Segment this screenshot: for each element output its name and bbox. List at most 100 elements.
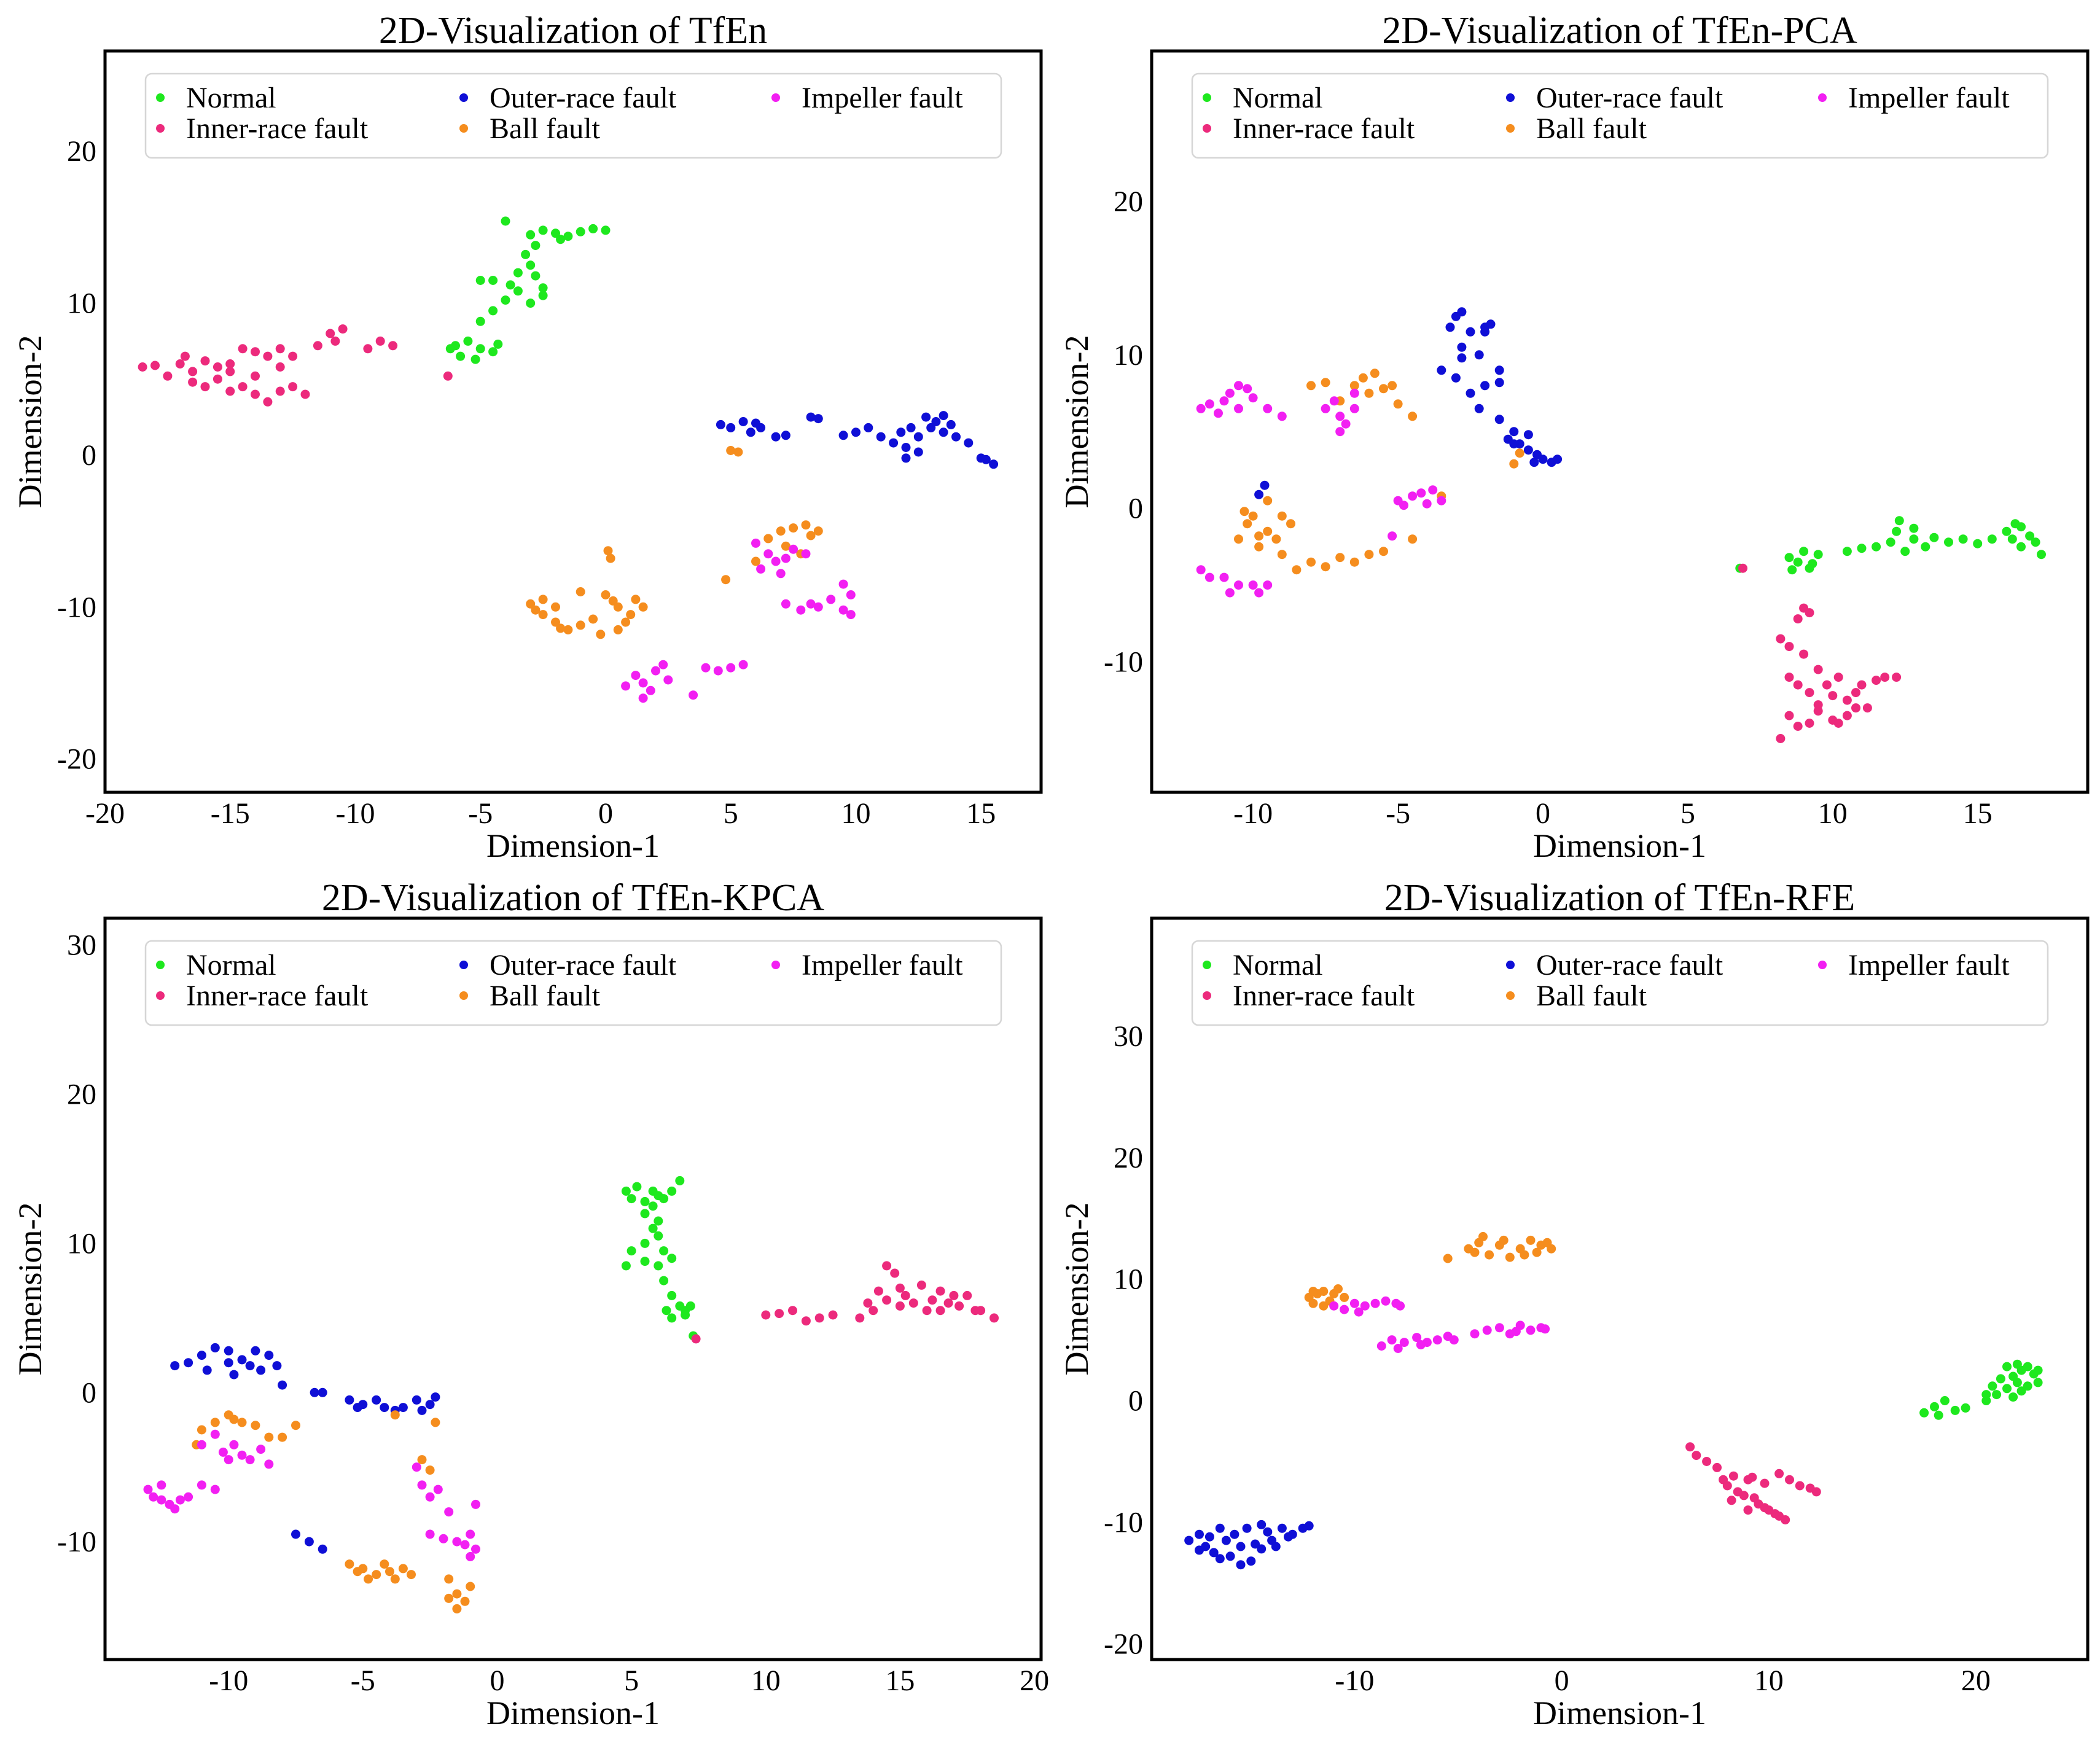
chart-1-normal-point: [445, 344, 455, 354]
chart-1-inner-race-fault-point: [251, 389, 260, 399]
chart-2-ball-fault-point: [1364, 550, 1374, 560]
chart-1-outer-race-fault-point: [746, 427, 755, 437]
chart-1-outer-race-fault-point: [726, 423, 736, 432]
chart-2-outer-race-fault-point: [1254, 490, 1264, 499]
chart-3-ball-fault-point: [264, 1432, 274, 1442]
chart-3-title: 2D-Visualization of TfEn-KPCA: [322, 877, 824, 919]
chart-3-normal-point: [662, 1306, 671, 1316]
chart-1-ball-fault-point: [588, 614, 598, 624]
chart-1-normal-point: [456, 351, 466, 361]
chart-3-legend-marker-outer-race-fault: [459, 961, 468, 969]
chart-2-y-tick-label: 20: [1114, 185, 1143, 218]
chart-3-inner-race-fault-point: [908, 1298, 918, 1308]
chart-3-impeller-fault-point: [149, 1492, 158, 1502]
chart-3-outer-race-fault-point: [412, 1395, 421, 1405]
chart-1-inner-race-fault-point: [213, 374, 222, 384]
chart-3-impeller-fault-point: [210, 1484, 220, 1494]
chart-3-outer-race-fault-point: [372, 1395, 381, 1405]
chart-2-outer-race-fault-point: [1457, 307, 1467, 317]
chart-3-outer-race-fault-point: [202, 1365, 212, 1375]
chart-1-normal-point: [563, 232, 573, 241]
chart-2-inner-race-fault-point: [1784, 711, 1794, 720]
chart-2-outer-race-fault-point: [1474, 404, 1484, 413]
chart-3-ball-fault-point: [278, 1432, 287, 1442]
chart-1-inner-race-fault-point: [138, 362, 147, 372]
chart-2-impeller-fault-point: [1243, 384, 1252, 394]
chart-3-ball-fault-point: [372, 1570, 381, 1580]
chart-1-inner-race-fault-point: [225, 367, 235, 376]
chart-2-normal-point: [1921, 542, 1930, 552]
chart-3-normal-point: [667, 1290, 677, 1300]
chart-2-impeller-fault-point: [1437, 496, 1446, 505]
chart-1-normal-point: [501, 295, 510, 305]
chart-1-x-axis-label: Dimension-1: [486, 827, 660, 864]
chart-1-impeller-fault-point: [751, 538, 760, 548]
chart-4-inner-race-fault-point: [1727, 1496, 1736, 1505]
chart-4-ball-fault-point: [1505, 1252, 1515, 1262]
chart-4-impeller-fault-point: [1381, 1296, 1391, 1306]
chart-3-x-tick-label: 15: [885, 1664, 915, 1697]
chart-1-normal-point: [526, 260, 536, 270]
chart-4-outer-race-fault-point: [1304, 1521, 1314, 1531]
chart-2-legend-marker-outer-race-fault: [1506, 93, 1515, 102]
chart-3-impeller-fault-point: [412, 1462, 421, 1472]
chart-2-x-tick-label: 15: [1963, 797, 1993, 830]
chart-3-outer-race-fault-point: [398, 1403, 408, 1413]
chart-4-y-axis-label: Dimension-2: [1058, 1203, 1095, 1376]
chart-4-y-tick-label: -20: [1104, 1628, 1143, 1660]
chart-2-x-axis-label: Dimension-1: [1533, 827, 1706, 864]
chart-4-impeller-fault-point: [1540, 1324, 1550, 1334]
chart-2-inner-race-fault-point: [1793, 614, 1803, 624]
chart-1-inner-race-fault-point: [275, 386, 285, 396]
chart-4-normal-point: [1919, 1408, 1929, 1418]
chart-2-outer-race-fault-point: [1509, 427, 1519, 437]
chart-3-impeller-fault-point: [425, 1492, 435, 1502]
chart-1-inner-race-fault-point: [263, 397, 273, 407]
chart-2-outer-race-fault-point: [1494, 365, 1504, 375]
chart-4-inner-race-fault-point: [1774, 1469, 1784, 1478]
chart-3-outer-race-fault-point: [353, 1403, 362, 1413]
chart-1-ball-fault-point: [776, 526, 786, 536]
chart-4-plot-frame: [1150, 916, 2090, 1661]
chart-2-inner-race-fault-point: [1842, 695, 1852, 705]
chart-1-legend-marker-outer-race-fault: [459, 93, 468, 102]
chart-2-points: [1196, 307, 2046, 743]
chart-3-outer-race-fault-point: [197, 1351, 206, 1360]
chart-3-inner-race-fault-point: [895, 1301, 905, 1311]
chart-2-ball-fault-point: [1286, 519, 1295, 529]
chart-2-impeller-fault-point: [1335, 412, 1345, 421]
chart-3-x-tick-label: 5: [624, 1664, 639, 1697]
chart-1-outer-race-fault-point: [806, 412, 816, 422]
chart-1-ball-fault-point: [726, 446, 736, 455]
chart-2-legend-marker-impeller-fault: [1818, 93, 1827, 102]
chart-4-normal-point: [1930, 1402, 1939, 1411]
chart-3-inner-race-fault-point: [989, 1313, 999, 1323]
chart-2-outer-race-fault-point: [1445, 322, 1455, 332]
chart-1-ball-fault-point: [781, 541, 790, 551]
chart-1-normal-point: [538, 283, 548, 293]
chart-1-impeller-fault-point: [663, 675, 673, 685]
chart-3-impeller-fault-point: [197, 1480, 206, 1490]
chart-2-inner-race-fault-point: [1892, 673, 1902, 682]
chart-2-ball-fault-point: [1234, 534, 1243, 544]
chart-2-y-tick-label: -10: [1104, 646, 1143, 679]
chart-4-y-tick-label: 20: [1114, 1142, 1143, 1174]
chart-1-normal-point: [538, 225, 548, 235]
chart-4-normal-point: [1988, 1381, 1997, 1391]
chart-1-inner-race-fault-point: [251, 371, 260, 381]
chart-3-impeller-fault-point: [157, 1495, 166, 1505]
chart-1-x-tick-label: -5: [468, 797, 493, 830]
chart-1-inner-race-fault-point: [388, 341, 398, 351]
chart-1-inner-race-fault-point: [443, 371, 453, 381]
chart-1-outer-race-fault-point: [781, 431, 790, 440]
chart-3-ball-fault-point: [452, 1589, 462, 1599]
chart-3-outer-race-fault-point: [291, 1529, 300, 1539]
chart-1-impeller-fault-point: [771, 556, 781, 566]
chart-1-ball-fault-point: [563, 625, 573, 634]
chart-1-y-tick-label: 20: [67, 135, 96, 168]
chart-2-outer-race-fault-point: [1538, 455, 1548, 464]
chart-2-x-tick-label: 5: [1680, 797, 1695, 830]
